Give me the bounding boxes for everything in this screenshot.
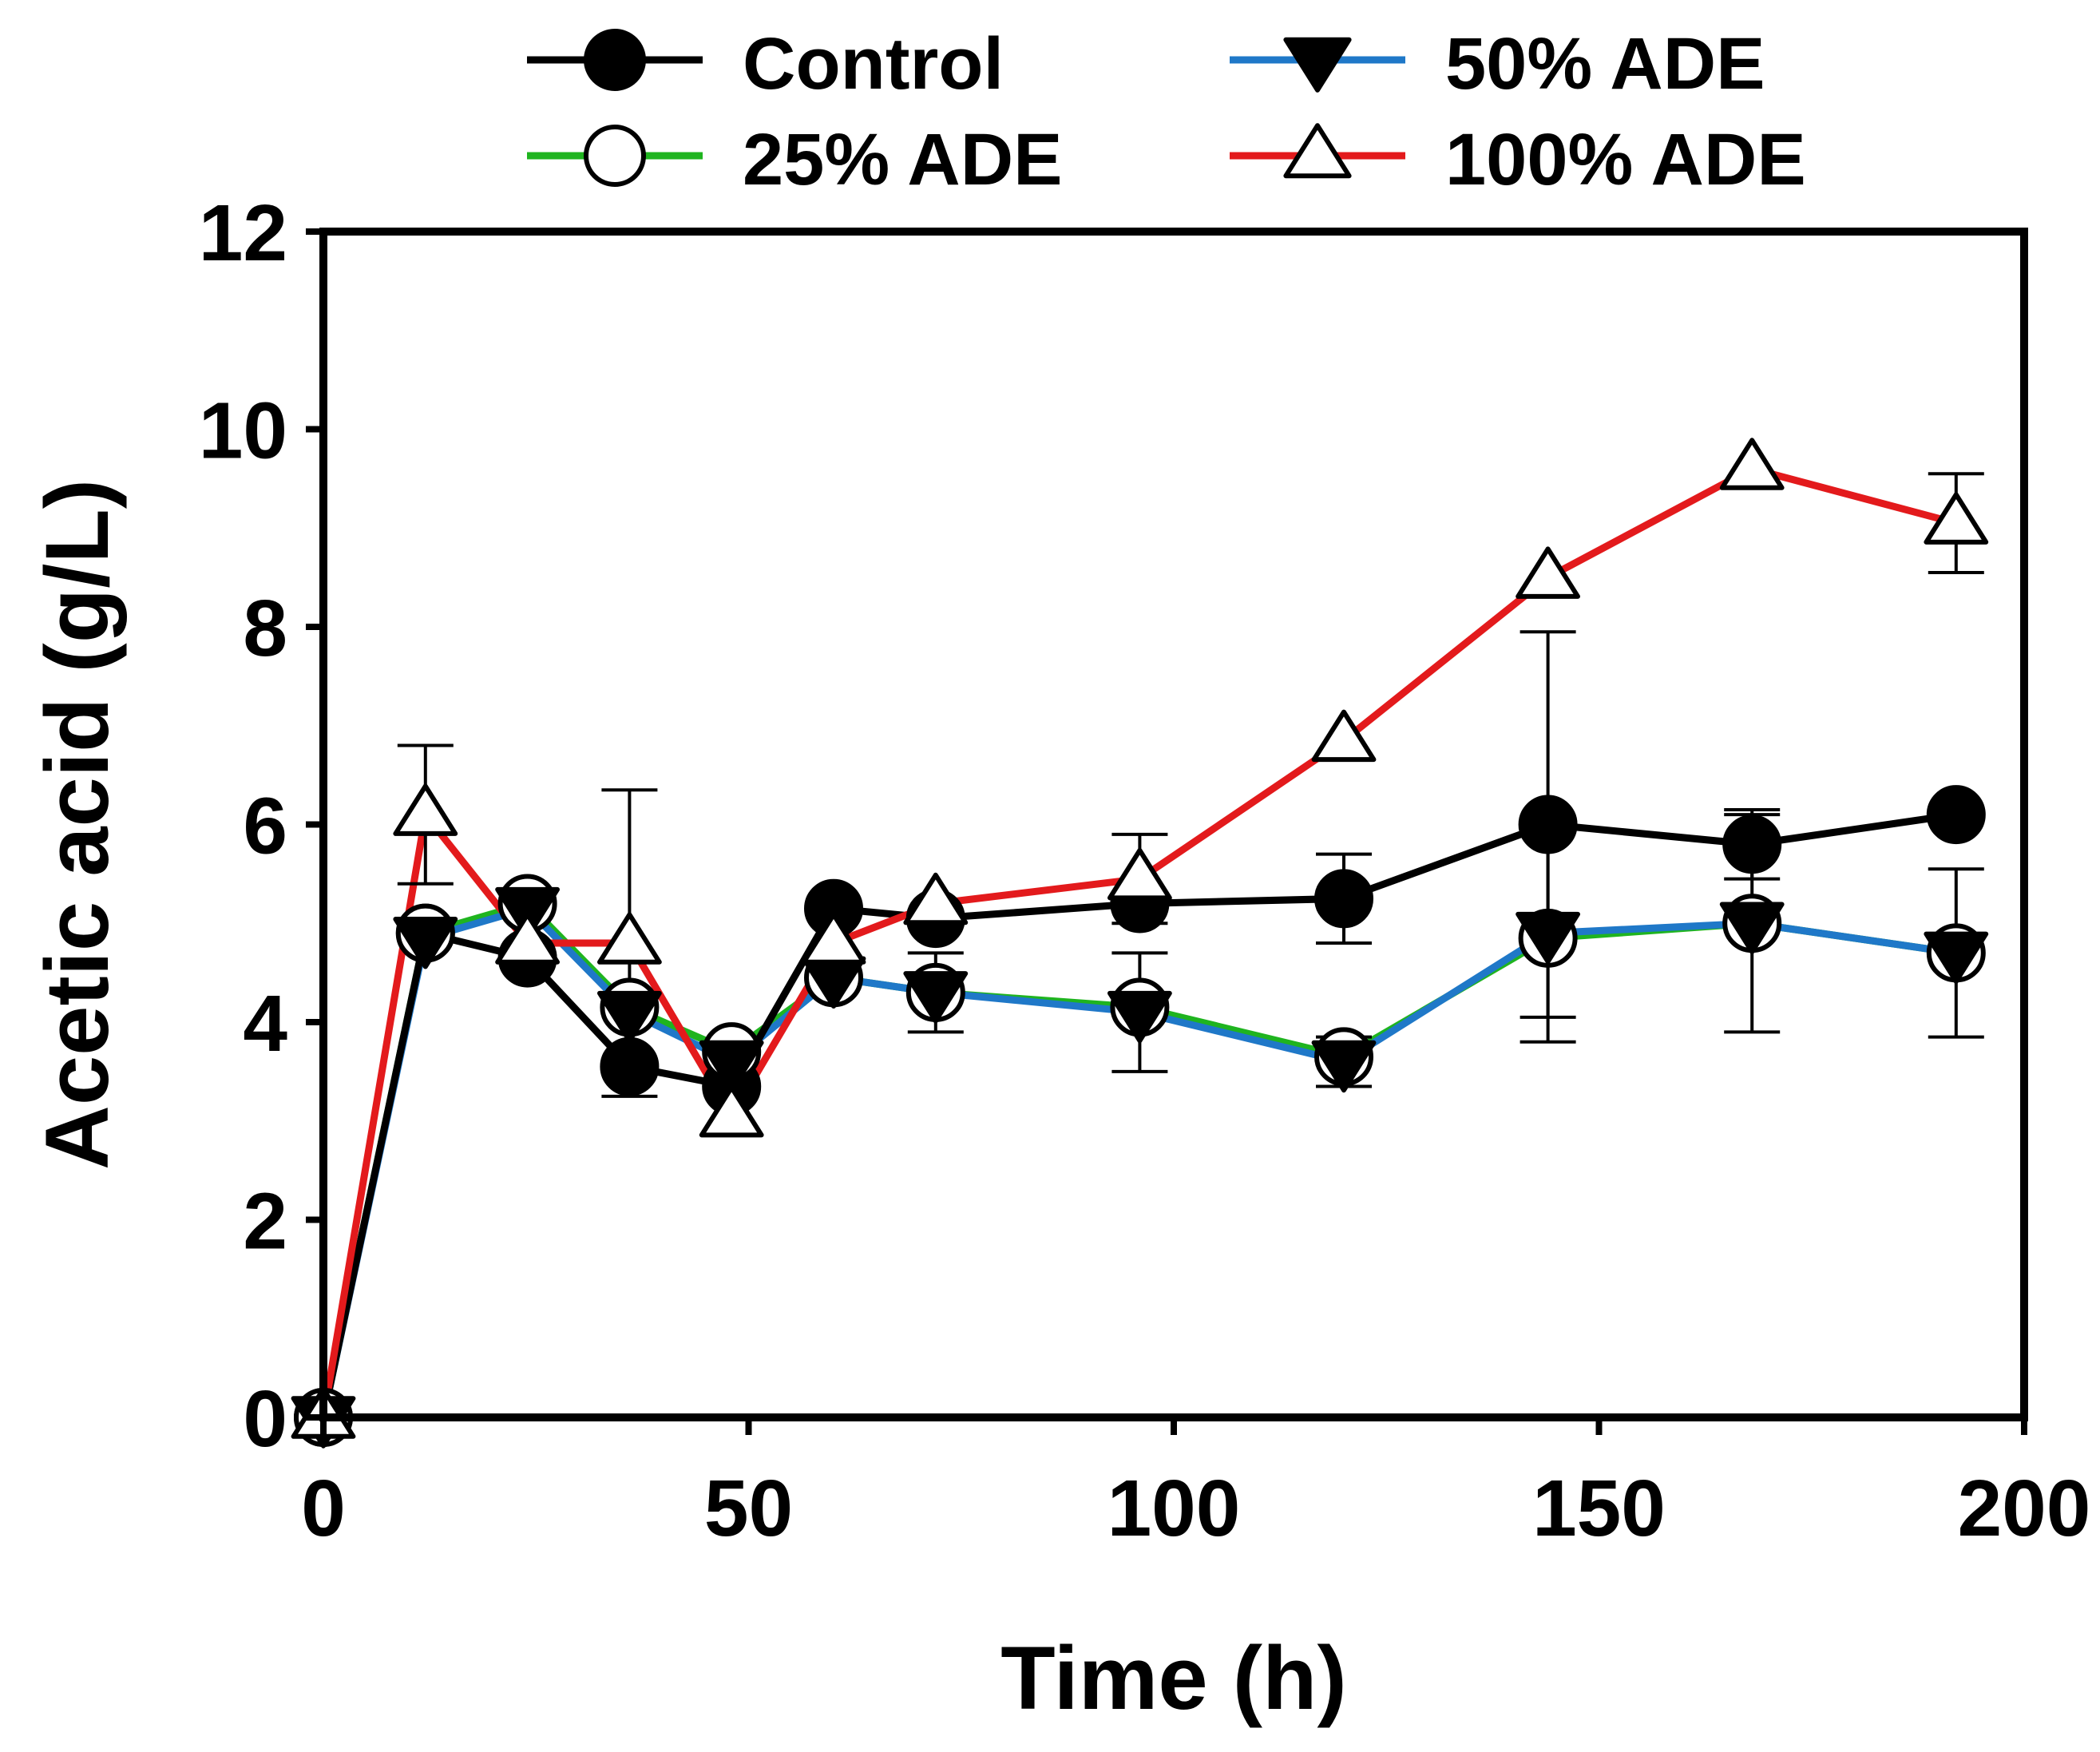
data-point-100-ade <box>1311 709 1377 763</box>
legend-item-control: Control <box>527 23 1004 105</box>
data-point-50-ade <box>1311 1040 1377 1093</box>
data-point-100-ade <box>903 872 969 926</box>
y-tick-label: 0 <box>243 1374 287 1464</box>
legend-marker <box>584 125 646 187</box>
data-point-50-ade <box>1719 902 1785 954</box>
legend-label: 25% ADE <box>743 119 1063 200</box>
x-tick-label: 150 <box>1532 1464 1666 1553</box>
y-tick-label: 4 <box>243 979 287 1068</box>
y-axis-label: Acetic acid (g/L) <box>27 479 127 1170</box>
legend-label: 50% ADE <box>1445 23 1765 105</box>
data-point-100-ade <box>699 1084 764 1138</box>
x-axis-label: Time (h) <box>1000 1628 1347 1728</box>
data-point-control <box>1314 869 1373 929</box>
data-point-100-ade <box>1516 546 1580 599</box>
data-point-100-ade <box>1924 492 1989 545</box>
data-point-50-ade <box>1924 931 1989 985</box>
data-point-control <box>1518 795 1578 854</box>
data-point-50-ade <box>393 917 458 969</box>
data-point-100-ade <box>495 912 560 965</box>
y-tick-label: 2 <box>243 1177 287 1266</box>
legend-item-50-ade: 50% ADE <box>1230 23 1765 105</box>
series-line-3 <box>319 465 1957 1418</box>
data-point-50-ade <box>903 971 969 1024</box>
data-point-100-ade <box>1719 438 1785 490</box>
data-point-100-ade <box>393 783 458 836</box>
x-tick-label: 50 <box>704 1464 793 1553</box>
data-point-50-ade <box>597 990 662 1044</box>
legend-item-25-ade: 25% ADE <box>527 119 1063 200</box>
data-point-control <box>1926 785 1986 845</box>
data-point-100-ade <box>597 912 662 965</box>
legend-label: 100% ADE <box>1445 119 1806 200</box>
data-point-control <box>1722 815 1782 874</box>
legend-label: Control <box>743 23 1004 105</box>
y-tick-label: 10 <box>199 386 287 476</box>
x-tick-label: 200 <box>1958 1464 2091 1553</box>
legend-marker <box>1283 37 1352 93</box>
axis-ticks: 0 2 4 6 8 10 12 0 50 100 150 200 <box>199 188 2091 1553</box>
y-tick-label: 12 <box>199 188 287 278</box>
data-point-50-ade <box>1107 990 1172 1044</box>
markers <box>291 438 1989 1449</box>
y-tick-label: 6 <box>243 782 287 871</box>
data-point-50-ade <box>699 1040 764 1093</box>
legend-marker <box>1283 123 1352 179</box>
legend-marker <box>584 29 646 91</box>
legend-item-100-ade: 100% ADE <box>1230 119 1806 200</box>
series-lines <box>319 465 1957 1418</box>
data-point-100-ade <box>801 912 866 965</box>
x-tick-label: 100 <box>1107 1464 1241 1553</box>
data-point-100-ade <box>1107 847 1172 901</box>
data-point-control <box>600 1037 660 1096</box>
y-tick-label: 8 <box>243 584 287 673</box>
legend: Control 50% ADE 25% ADE 100% ADE <box>527 23 1806 200</box>
data-point-50-ade <box>1516 911 1580 965</box>
x-tick-label: 0 <box>301 1464 346 1553</box>
